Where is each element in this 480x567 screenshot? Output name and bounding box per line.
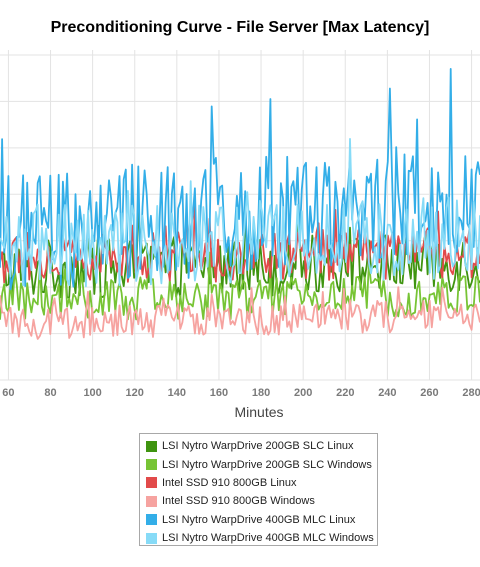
- plot-area: [0, 68, 480, 340]
- legend-swatch: [146, 459, 157, 471]
- x-tick-label: 160: [210, 387, 228, 399]
- series-line-4: [0, 68, 480, 291]
- legend-swatch: [146, 495, 157, 507]
- legend-item: Intel SSD 910 800GB Windows: [146, 492, 377, 510]
- legend-item: Intel SSD 910 800GB Linux: [146, 474, 377, 492]
- legend-label: Intel SSD 910 800GB Windows: [162, 495, 315, 508]
- legend-label: LSI Nytro WarpDrive 200GB SLC Linux: [162, 440, 354, 453]
- legend-label: LSI Nytro WarpDrive 200GB SLC Windows: [162, 458, 372, 471]
- series-line-3: [0, 286, 480, 340]
- legend-item: LSI Nytro WarpDrive 400GB MLC Linux: [146, 511, 377, 529]
- legend-swatch: [146, 440, 157, 452]
- x-tick-label: 140: [168, 387, 186, 399]
- x-tick-label: 180: [252, 387, 270, 399]
- chart-title: Preconditioning Curve - File Server [Max…: [50, 19, 430, 36]
- x-axis-label: Minutes: [234, 404, 284, 420]
- legend-item: LSI Nytro WarpDrive 200GB SLC Windows: [146, 455, 377, 473]
- legend-label: LSI Nytro WarpDrive 400GB MLC Windows: [162, 532, 374, 545]
- legend-swatch: [146, 514, 157, 526]
- x-tick-label: 100: [83, 387, 101, 399]
- x-tick-label: 240: [378, 387, 396, 399]
- legend-label: LSI Nytro WarpDrive 400GB MLC Linux: [162, 513, 356, 526]
- x-tick-label: 80: [44, 387, 56, 399]
- legend-swatch: [146, 532, 157, 544]
- x-tick-label: 280: [462, 387, 480, 399]
- x-tick-label: 120: [126, 387, 144, 399]
- x-tick-label: 60: [2, 387, 14, 399]
- x-tick-label: 200: [294, 387, 312, 399]
- x-axis-ticks: 60 80 100 120 140 160 180 200 220 240 260 280: [2, 387, 480, 399]
- legend: LSI Nytro WarpDrive 200GB SLC Linux LSI N…: [139, 433, 378, 546]
- x-tick-label: 260: [420, 387, 438, 399]
- legend-label: Intel SSD 910 800GB Linux: [162, 476, 297, 489]
- legend-item: LSI Nytro WarpDrive 200GB SLC Linux: [146, 437, 377, 455]
- legend-swatch: [146, 477, 157, 489]
- legend-item: LSI Nytro WarpDrive 400GB MLC Windows: [146, 529, 377, 547]
- series-line-5: [0, 137, 480, 288]
- x-tick-label: 220: [336, 387, 354, 399]
- line-chart: 60 80 100 120 140 160 180 200 220 240 260 280: [0, 50, 480, 399]
